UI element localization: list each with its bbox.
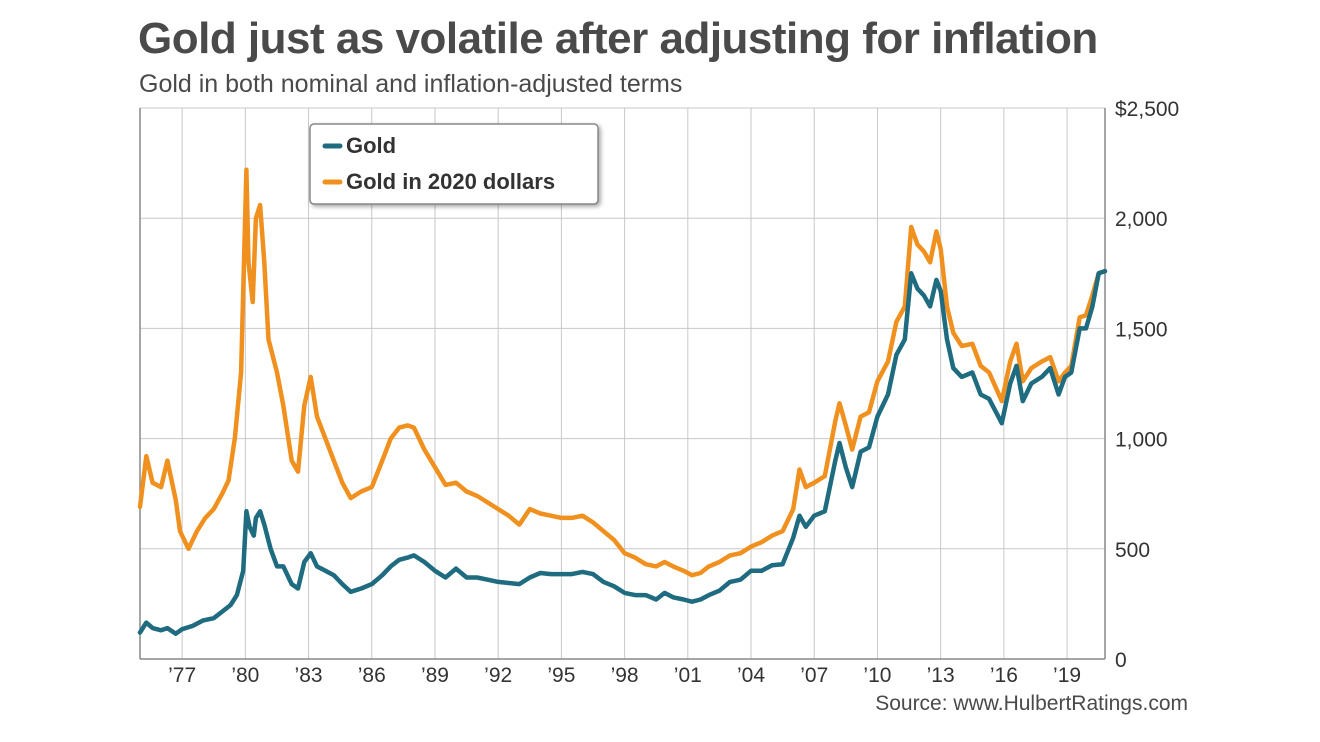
x-tick-label: ’89 xyxy=(421,664,449,687)
x-tick-label: ’83 xyxy=(295,664,323,687)
x-tick-label: ’98 xyxy=(611,664,639,687)
legend: Gold Gold in 2020 dollars xyxy=(309,123,599,205)
x-tick-label: ’10 xyxy=(863,664,891,687)
x-tick-label: ’16 xyxy=(990,664,1018,687)
y-tick-label: 500 xyxy=(1115,539,1150,562)
x-tick-label: ’19 xyxy=(1053,664,1081,687)
legend-label-gold: Gold xyxy=(346,133,396,158)
y-tick-label: 1,500 xyxy=(1115,318,1168,341)
x-tick-label: ’77 xyxy=(168,664,196,687)
grid-lines xyxy=(139,107,1106,660)
legend-box xyxy=(309,123,599,205)
chart-subtitle: Gold in both nominal and inflation-adjus… xyxy=(139,70,683,98)
y-tick-label: 2,000 xyxy=(1115,208,1168,231)
x-tick-label: ’92 xyxy=(484,664,512,687)
legend-label-gold-2020-dollars: Gold in 2020 dollars xyxy=(346,169,555,194)
source-note: Source: www.HulbertRatings.com xyxy=(875,692,1188,715)
chart-title: Gold just as volatile after adjusting fo… xyxy=(138,14,1098,63)
y-tick-label: $2,500 xyxy=(1115,98,1179,121)
y-axis-ticks: $2,500 2,000 1,500 1,000 500 0 xyxy=(1115,98,1179,672)
x-tick-label: ’13 xyxy=(927,664,955,687)
series-line-gold xyxy=(137,268,1108,636)
x-tick-label: ’80 xyxy=(231,664,259,687)
x-tick-label: ’01 xyxy=(674,664,702,687)
series-lines xyxy=(137,167,1108,636)
series-line-gold-2020-dollars xyxy=(137,167,1108,578)
x-tick-label: ’07 xyxy=(800,664,828,687)
x-axis-ticks: ’77 ’80 ’83 ’86 ’89 ’92 ’95 ’98 ’01 ’04 ’07 ’10 ’13 ’… xyxy=(168,664,1081,687)
x-tick-label: ’04 xyxy=(737,664,765,687)
y-tick-label: 1,000 xyxy=(1115,429,1168,452)
y-tick-label: 0 xyxy=(1115,649,1127,672)
x-tick-label: ’95 xyxy=(547,664,575,687)
x-tick-label: ’86 xyxy=(358,664,386,687)
